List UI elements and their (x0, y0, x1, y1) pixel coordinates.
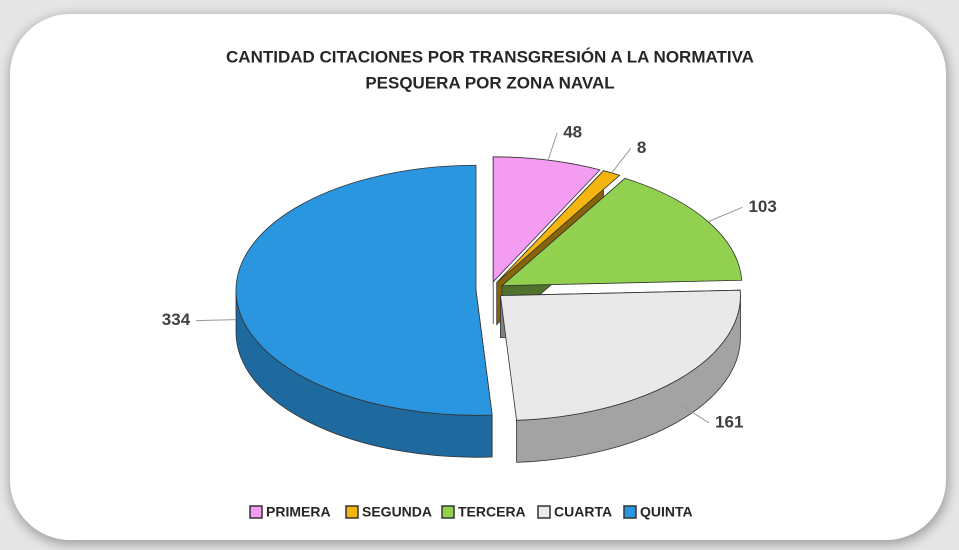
legend-label: TERCERA (458, 504, 526, 520)
data-label: 48 (563, 122, 582, 141)
legend-swatch (249, 505, 263, 519)
legend-swatch (623, 505, 637, 519)
leader-line (611, 148, 632, 174)
chart-title: CANTIDAD CITACIONES POR TRANSGRESIÓN A L… (226, 47, 754, 66)
legend-label: QUINTA (640, 504, 693, 520)
data-label: 334 (162, 310, 191, 329)
legend-label: SEGUNDA (362, 504, 432, 520)
leader-line (547, 132, 558, 161)
legend-label: CUARTA (554, 504, 612, 520)
leader-line (678, 403, 710, 424)
data-label: 161 (715, 412, 743, 431)
legend-label: PRIMERA (266, 504, 331, 520)
legend-swatch (345, 505, 359, 519)
slice (235, 164, 493, 416)
slice (492, 156, 601, 283)
leader-line (196, 319, 237, 322)
slice (500, 177, 743, 287)
chart-title: PESQUERA POR ZONA NAVAL (365, 73, 614, 92)
card (10, 14, 946, 540)
data-label: 103 (748, 197, 776, 216)
leader-line (707, 206, 743, 223)
legend-swatch (537, 505, 551, 519)
data-label: 8 (637, 138, 646, 157)
legend-swatch (441, 505, 455, 519)
slice (499, 289, 741, 421)
